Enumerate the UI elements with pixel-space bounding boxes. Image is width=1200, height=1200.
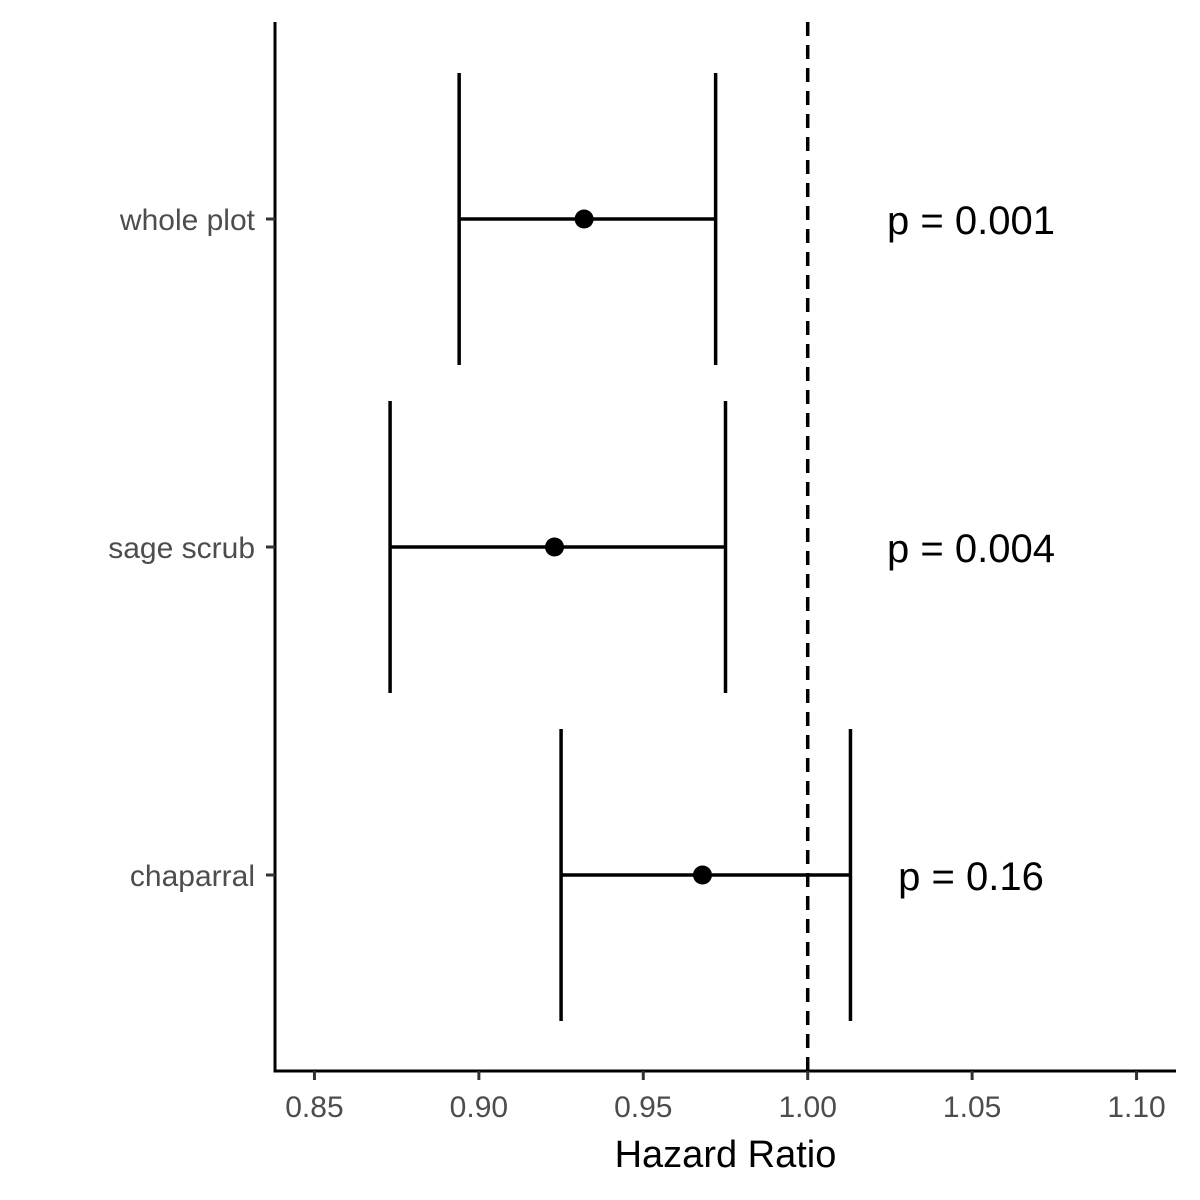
x-tick-label: 1.00 bbox=[779, 1091, 837, 1124]
axes-layer: 0.85 0.90 0.95 1.00 1.05 1.10 whole plot sage s… bbox=[108, 22, 1176, 1124]
x-tick-label: 0.90 bbox=[450, 1091, 508, 1124]
p-value-label: p = 0.16 bbox=[898, 855, 1044, 899]
x-tick-label: 0.85 bbox=[285, 1091, 343, 1124]
x-axis-title: Hazard Ratio bbox=[615, 1134, 837, 1176]
point-estimate bbox=[574, 209, 594, 229]
point-estimate bbox=[545, 537, 565, 557]
y-tick-label: chaparral bbox=[130, 860, 255, 893]
marks-layer: p = 0.001 p = 0.004 p = 0.16 bbox=[388, 73, 1055, 1021]
y-tick-label: sage scrub bbox=[108, 532, 255, 565]
x-tick-label: 1.10 bbox=[1107, 1091, 1165, 1124]
point-estimate bbox=[692, 865, 712, 885]
y-tick-label: whole plot bbox=[119, 204, 256, 237]
p-value-label: p = 0.004 bbox=[887, 527, 1055, 571]
p-value-label: p = 0.001 bbox=[887, 199, 1055, 243]
x-tick-label: 0.95 bbox=[614, 1091, 672, 1124]
x-tick-label: 1.05 bbox=[943, 1091, 1001, 1124]
